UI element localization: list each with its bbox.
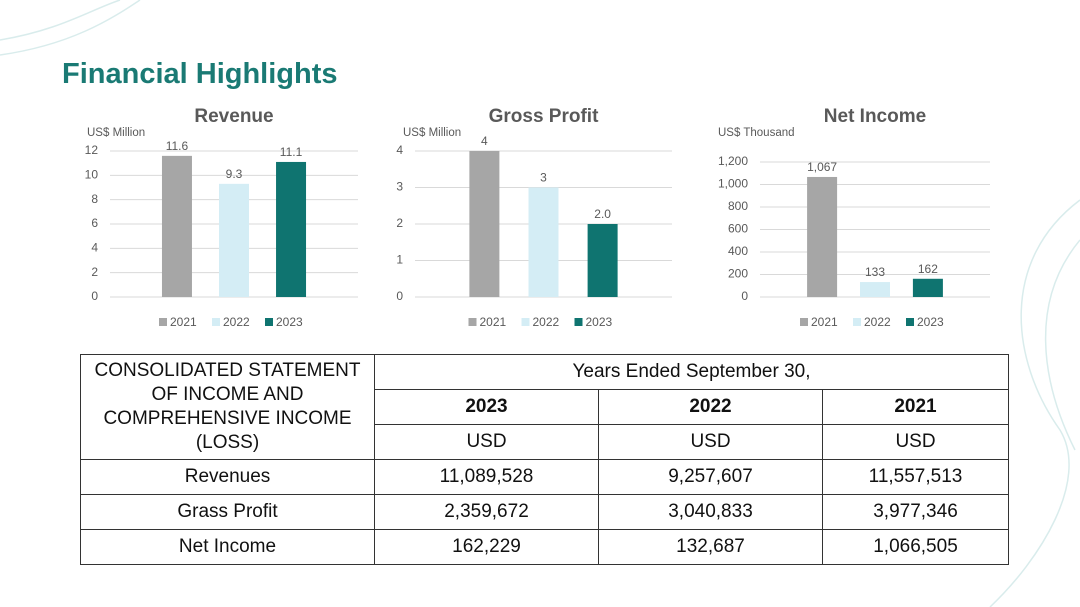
row-label: Grass Profit bbox=[80, 494, 375, 530]
y-tick-label: 4 bbox=[396, 143, 403, 157]
bar bbox=[276, 161, 307, 297]
cell: 11,557,513 bbox=[822, 459, 1009, 495]
legend-label: 2022 bbox=[223, 315, 250, 329]
y-tick-label: 1,000 bbox=[718, 177, 748, 191]
year: 2021 bbox=[822, 389, 1009, 425]
legend-swatch bbox=[906, 318, 914, 326]
y-tick-label: 400 bbox=[728, 244, 748, 258]
y-tick-label: 1 bbox=[396, 253, 403, 267]
legend-swatch bbox=[212, 318, 220, 326]
table-header: CONSOLIDATED STATEMENT OF INCOME AND COM… bbox=[80, 354, 375, 460]
y-tick-label: 8 bbox=[91, 192, 98, 206]
legend-label: 2022 bbox=[533, 315, 560, 329]
cell: 3,040,833 bbox=[598, 494, 823, 530]
y-tick-label: 200 bbox=[728, 267, 748, 281]
unit: USD bbox=[374, 424, 599, 460]
y-tick-label: 600 bbox=[728, 222, 748, 236]
bar bbox=[587, 224, 618, 297]
legend-swatch bbox=[265, 318, 273, 326]
chart-title: Gross Profit bbox=[489, 106, 599, 127]
bar bbox=[912, 278, 943, 297]
data-label: 11.1 bbox=[280, 145, 303, 159]
data-label: 2.0 bbox=[594, 207, 611, 221]
chart-title: Net Income bbox=[824, 106, 926, 127]
data-label: 9.3 bbox=[226, 167, 243, 181]
y-tick-label: 800 bbox=[728, 199, 748, 213]
decoration bbox=[989, 199, 1080, 607]
legend-swatch bbox=[800, 318, 808, 326]
unit: USD bbox=[598, 424, 823, 460]
legend-label: 2021 bbox=[170, 315, 197, 329]
legend-label: 2023 bbox=[917, 315, 944, 329]
bar bbox=[528, 187, 559, 297]
year: 2022 bbox=[598, 389, 823, 425]
cell: 132,687 bbox=[598, 529, 823, 565]
legend-swatch bbox=[574, 318, 583, 326]
cell: 162,229 bbox=[374, 529, 599, 565]
bar bbox=[469, 151, 500, 297]
row-label: Revenues bbox=[80, 459, 375, 495]
bar bbox=[860, 282, 890, 297]
legend-swatch bbox=[853, 318, 861, 326]
data-label: 133 bbox=[865, 265, 885, 279]
unit-label: US$ Thousand bbox=[718, 127, 795, 139]
y-tick-label: 0 bbox=[396, 289, 403, 303]
y-tick-label: 2 bbox=[396, 216, 403, 230]
chart-title: Revenue bbox=[194, 106, 273, 127]
data-label: 4 bbox=[481, 134, 488, 148]
data-label: 11.6 bbox=[166, 139, 189, 153]
year: 2023 bbox=[374, 389, 599, 425]
cell: 9,257,607 bbox=[598, 459, 823, 495]
y-tick-label: 4 bbox=[91, 241, 98, 255]
data-label: 3 bbox=[540, 171, 547, 185]
unit-label: US$ Million bbox=[403, 127, 461, 139]
legend-swatch bbox=[521, 318, 530, 326]
cell: 1,066,505 bbox=[822, 529, 1009, 565]
legend-label: 2023 bbox=[586, 315, 613, 329]
financial-table: CONSOLIDATED STATEMENT OF INCOME AND COM… bbox=[80, 354, 1009, 565]
legend-label: 2021 bbox=[480, 315, 507, 329]
bar bbox=[161, 155, 192, 297]
y-tick-label: 12 bbox=[85, 143, 99, 157]
bar bbox=[219, 183, 249, 297]
y-tick-label: 1,200 bbox=[718, 154, 748, 168]
y-tick-label: 0 bbox=[91, 289, 98, 303]
legend-label: 2023 bbox=[276, 315, 303, 329]
y-tick-label: 2 bbox=[91, 265, 98, 279]
legend-swatch bbox=[159, 318, 167, 326]
data-label: 1,067 bbox=[807, 160, 837, 174]
bar bbox=[807, 176, 838, 297]
y-tick-label: 10 bbox=[85, 168, 99, 182]
cell: 3,977,346 bbox=[822, 494, 1009, 530]
unit-label: US$ Million bbox=[87, 127, 145, 139]
slide-title: Financial Highlights bbox=[62, 58, 338, 90]
legend-swatch bbox=[468, 318, 477, 326]
cell: 11,089,528 bbox=[374, 459, 599, 495]
legend-label: 2021 bbox=[811, 315, 838, 329]
data-label: 162 bbox=[918, 262, 938, 276]
row-label: Net Income bbox=[80, 529, 375, 565]
legend-label: 2022 bbox=[864, 315, 891, 329]
y-tick-label: 3 bbox=[396, 180, 403, 194]
unit: USD bbox=[822, 424, 1009, 460]
y-tick-label: 0 bbox=[741, 289, 748, 303]
y-tick-label: 6 bbox=[91, 216, 98, 230]
period: Years Ended September 30, bbox=[374, 354, 1009, 390]
decoration bbox=[0, 0, 141, 56]
cell: 2,359,672 bbox=[374, 494, 599, 530]
